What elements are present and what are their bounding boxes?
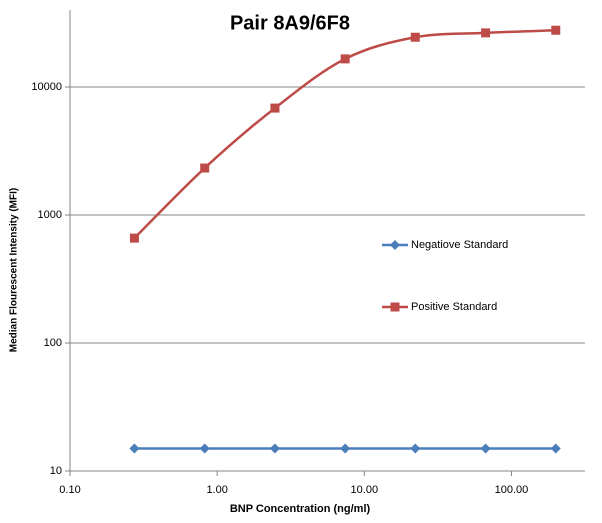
marker bbox=[200, 163, 210, 173]
marker bbox=[410, 32, 420, 42]
marker bbox=[550, 443, 561, 454]
marker bbox=[551, 25, 561, 35]
marker bbox=[480, 443, 491, 454]
marker bbox=[410, 443, 421, 454]
chart-title: Pair 8A9/6F8 bbox=[230, 12, 350, 34]
x-axis-title: BNP Concentration (ng/ml) bbox=[230, 503, 371, 515]
marker bbox=[129, 443, 140, 454]
y-axis-title: Median Flourescent Intensity (MFI) bbox=[9, 188, 20, 352]
x-tick-label: 10.00 bbox=[351, 484, 379, 496]
marker bbox=[340, 443, 351, 454]
marker bbox=[270, 103, 280, 113]
x-tick-label: 1.00 bbox=[206, 484, 227, 496]
x-tick-label: 0.10 bbox=[59, 484, 80, 496]
legend-label: Negatiove Standard bbox=[411, 239, 508, 251]
marker bbox=[390, 302, 400, 312]
y-tick-label: 1000 bbox=[38, 209, 62, 221]
y-tick-label: 100 bbox=[44, 337, 62, 349]
legend-label: Positive Standard bbox=[411, 301, 497, 313]
marker bbox=[199, 443, 210, 454]
marker bbox=[340, 54, 350, 64]
y-tick-label: 10 bbox=[50, 465, 62, 477]
x-tick-label: 100.00 bbox=[495, 484, 529, 496]
marker bbox=[390, 240, 400, 250]
marker bbox=[481, 28, 491, 38]
marker bbox=[269, 443, 280, 454]
marker bbox=[129, 233, 139, 243]
y-tick-label: 10000 bbox=[31, 81, 62, 93]
